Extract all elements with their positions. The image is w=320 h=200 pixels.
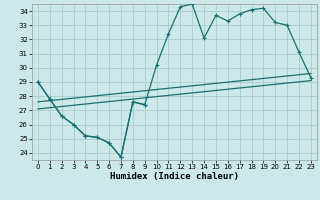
X-axis label: Humidex (Indice chaleur): Humidex (Indice chaleur) — [110, 172, 239, 181]
